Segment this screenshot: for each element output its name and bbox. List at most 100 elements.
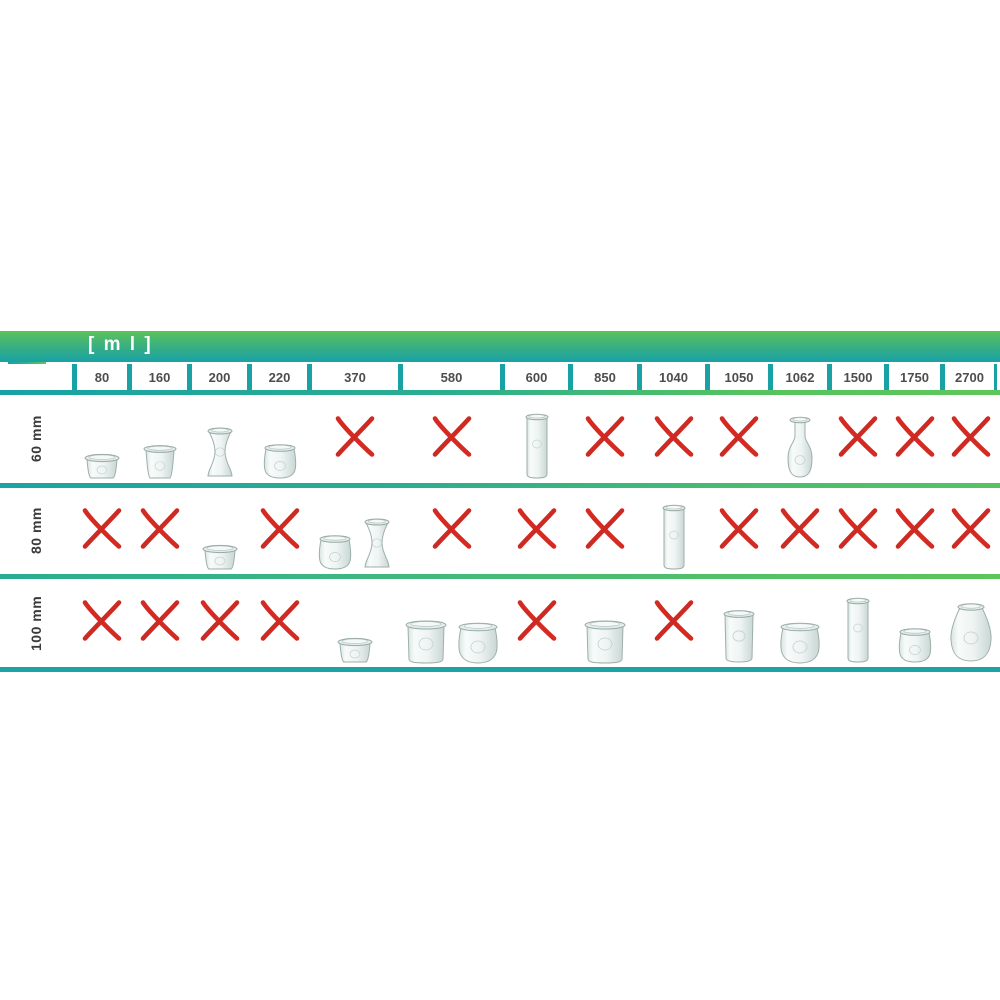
jar-icon-tall-cylinder [843,594,873,664]
cell-80-mm-1062[interactable] [773,488,827,574]
volume-header-600[interactable]: 600 [500,364,568,390]
header-stub [0,364,72,390]
jar-group [315,488,395,574]
jar-group [946,579,996,667]
cell-80-mm-160[interactable] [132,488,187,574]
cell-100-mm-1050[interactable] [710,579,768,667]
jar-icon-tall-cylinder [522,410,552,480]
jar-group [719,579,759,667]
cell-100-mm-2700[interactable] [945,579,997,667]
cell-60-mm-1040[interactable] [642,395,705,483]
cell-80-mm-370[interactable] [312,488,398,574]
cell-100-mm-580[interactable] [403,579,500,667]
jar-icon-bottle-neck [783,412,817,480]
unavailable-cross-icon [196,597,244,650]
jar-icon-tapered-lid [141,442,179,480]
volume-value: 370 [344,369,366,385]
jar-group [659,488,689,574]
jar-size-matrix: [ m l ] 80 160 200 220 370 580 600 850 1040 1050 1… [0,331,1000,672]
cell-80-mm-580[interactable] [403,488,500,574]
cell-100-mm-600[interactable] [505,579,568,667]
volume-header-1062[interactable]: 1062 [768,364,827,390]
unavailable-cross-icon [78,505,126,558]
cell-80-mm-2700[interactable] [945,488,997,574]
unavailable-cross-icon [947,505,995,558]
volume-header-row: 80 160 200 220 370 580 600 850 1040 1050 1062 1500 1… [0,364,1000,390]
row-header-100-mm[interactable]: 100 mm [0,579,72,667]
volume-header-370[interactable]: 370 [307,364,398,390]
cell-100-mm-1040[interactable] [642,579,705,667]
cell-60-mm-220[interactable] [252,395,307,483]
volume-value: 850 [594,369,616,385]
cell-60-mm-850[interactable] [573,395,637,483]
matrix-row-60-mm: 60 mm [0,395,1000,483]
cell-60-mm-160[interactable] [132,395,187,483]
cell-100-mm-1750[interactable] [889,579,940,667]
row-header-60-mm[interactable]: 60 mm [0,395,72,483]
unavailable-cross-icon [834,505,882,558]
unavailable-cross-icon [78,597,126,650]
cell-60-mm-1050[interactable] [710,395,768,483]
volume-header-1500[interactable]: 1500 [827,364,884,390]
cell-80-mm-1050[interactable] [710,488,768,574]
unavailable-cross-icon [891,413,939,466]
unavailable-cross-icon [834,413,882,466]
cell-80-mm-1750[interactable] [889,488,940,574]
row-header-80-mm[interactable]: 80 mm [0,488,72,574]
cell-60-mm-1500[interactable] [832,395,884,483]
cell-60-mm-1750[interactable] [889,395,940,483]
cell-100-mm-1062[interactable] [773,579,827,667]
volume-value: 2700 [955,369,984,385]
volume-header-80[interactable]: 80 [72,364,127,390]
cell-60-mm-580[interactable] [403,395,500,483]
cell-80-mm-200[interactable] [192,488,247,574]
row-label: 80 mm [28,507,44,555]
cell-60-mm-200[interactable] [192,395,247,483]
volume-header-220[interactable]: 220 [247,364,307,390]
volume-header-160[interactable]: 160 [127,364,187,390]
cell-100-mm-220[interactable] [252,579,307,667]
cell-80-mm-80[interactable] [77,488,127,574]
cell-80-mm-600[interactable] [505,488,568,574]
jar-group [200,488,240,574]
cell-100-mm-80[interactable] [77,579,127,667]
volume-header-580[interactable]: 580 [398,364,500,390]
volume-value: 1050 [724,369,754,385]
cell-80-mm-220[interactable] [252,488,307,574]
cell-80-mm-850[interactable] [573,488,637,574]
cell-100-mm-1500[interactable] [832,579,884,667]
jar-icon-tulip-small [260,440,300,480]
matrix-row-80-mm: 80 mm [0,488,1000,574]
matrix-grid: 60 mm [0,395,1000,672]
cell-100-mm-850[interactable] [573,579,637,667]
cell-60-mm-2700[interactable] [945,395,997,483]
volume-header-1050[interactable]: 1050 [705,364,768,390]
cell-100-mm-160[interactable] [132,579,187,667]
jar-icon-squat-lid [335,634,375,664]
cell-60-mm-1062[interactable] [773,395,827,483]
cell-60-mm-370[interactable] [312,395,398,483]
volume-header-1040[interactable]: 1040 [637,364,705,390]
cell-60-mm-600[interactable] [505,395,568,483]
row-divider-1 [0,483,1000,488]
unavailable-cross-icon [256,505,304,558]
cell-100-mm-370[interactable] [312,579,398,667]
jar-icon-tulip-wide [776,618,824,664]
volume-header-200[interactable]: 200 [187,364,247,390]
cell-80-mm-1500[interactable] [832,488,884,574]
volume-header-2700[interactable]: 2700 [940,364,997,390]
cell-80-mm-1040[interactable] [642,488,705,574]
jar-group [776,579,824,667]
cell-100-mm-200[interactable] [192,579,247,667]
volume-value: 80 [94,369,110,385]
volume-header-850[interactable]: 850 [568,364,637,390]
cell-60-mm-80[interactable] [77,395,127,483]
jar-group [260,395,300,483]
unavailable-cross-icon [891,505,939,558]
volume-value: 220 [268,369,291,385]
row-label: 100 mm [28,595,44,651]
unavailable-cross-icon [256,597,304,650]
volume-header-1750[interactable]: 1750 [884,364,940,390]
jar-group [403,579,500,667]
jar-icon-tulip-wide [454,618,501,664]
